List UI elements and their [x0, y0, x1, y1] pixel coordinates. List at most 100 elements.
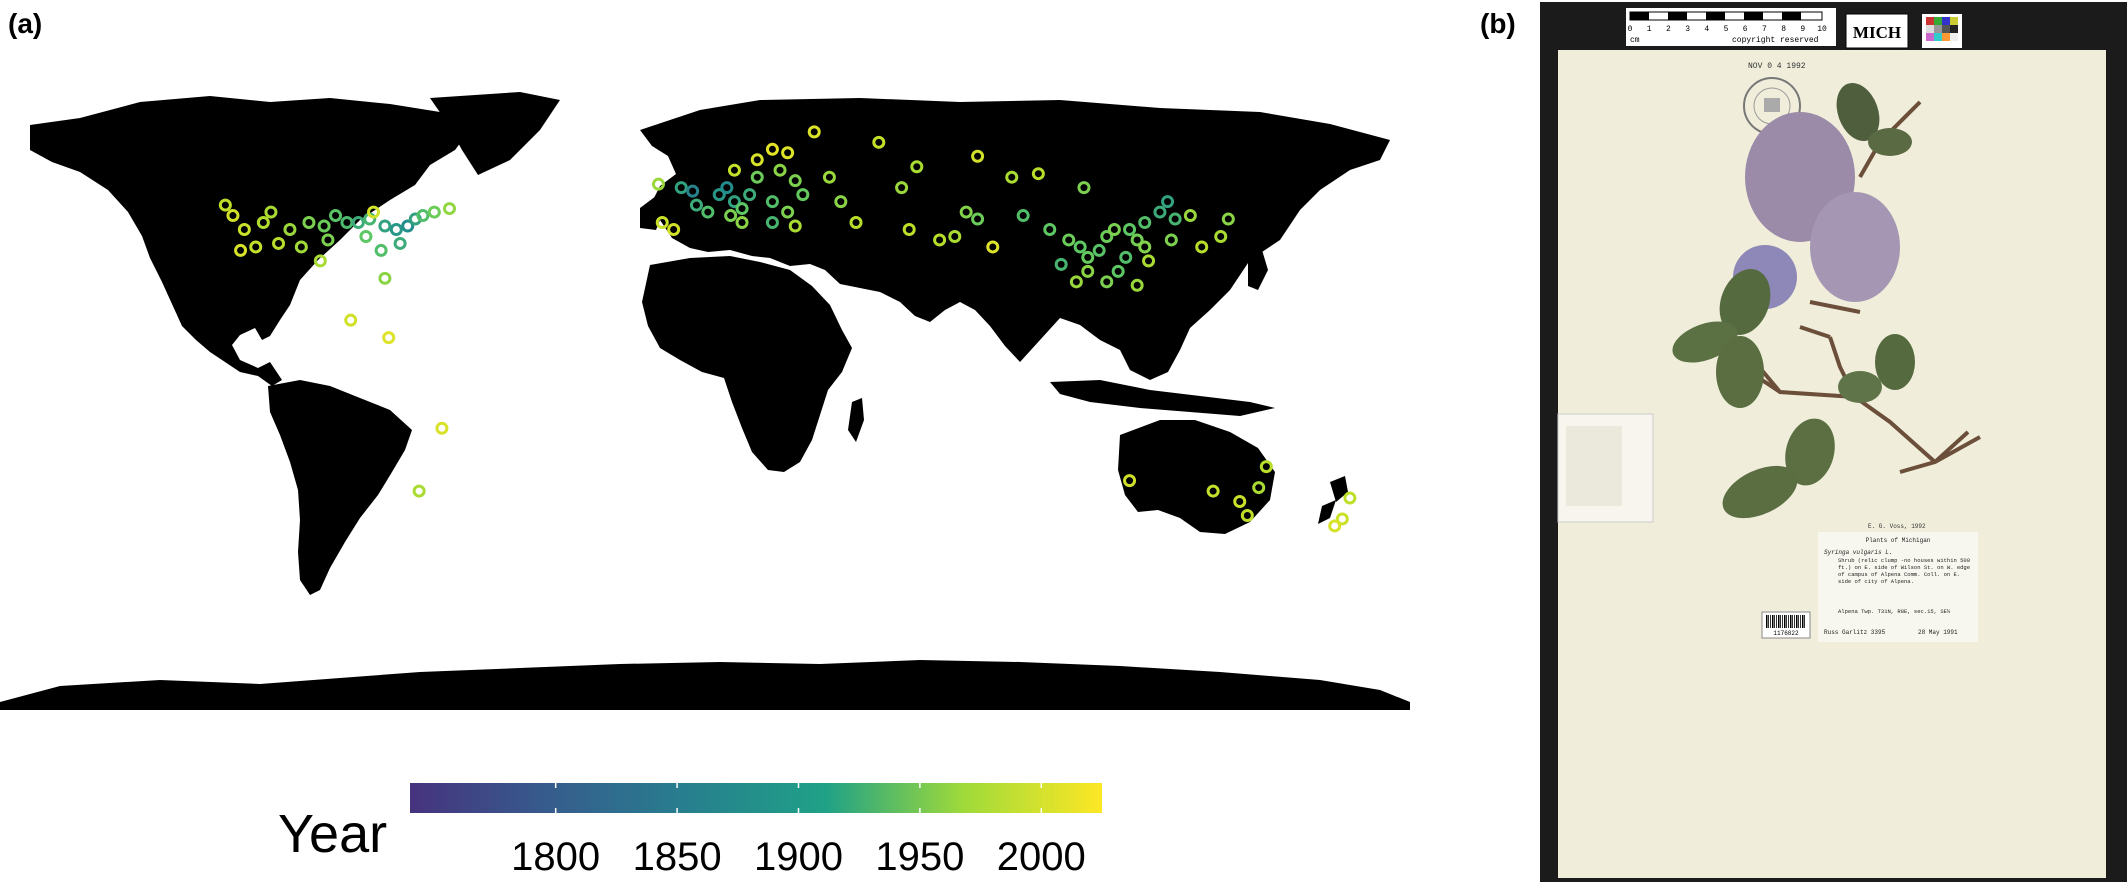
- occurrence-point: [1005, 170, 1019, 184]
- panel-label-a: (a): [8, 8, 43, 39]
- occurrence-point: [443, 202, 457, 216]
- occurrence-point: [1077, 181, 1091, 195]
- occurrence-point: [1043, 223, 1057, 236]
- occurrence-point: [1240, 508, 1254, 522]
- occurrence-point: [765, 195, 779, 209]
- ruler-number: 4: [1704, 25, 1709, 34]
- occurrence-point: [1252, 481, 1266, 495]
- occurrence-point: [427, 205, 441, 219]
- occurrence-point: [401, 219, 415, 233]
- occurrence-point: [781, 205, 795, 219]
- landmasses: [0, 92, 1410, 710]
- specimen-label: Plants of Michigan Syringa vulgaris L. S…: [1818, 532, 1978, 642]
- barcode-bar: [1802, 615, 1804, 628]
- occurrence-point: [1142, 254, 1156, 268]
- occurrence-point: [1081, 250, 1095, 264]
- date-stamp: NOV 0 4 1992: [1748, 62, 1806, 71]
- occurrence-points: [218, 125, 1357, 533]
- barcode-bar: [1770, 615, 1771, 628]
- occurrence-point: [724, 209, 738, 223]
- species-name: Syringa vulgaris L.: [1824, 549, 1892, 556]
- occurrence-point: [1062, 233, 1076, 247]
- barcode-bar: [1766, 615, 1768, 628]
- occurrence-point: [686, 184, 700, 198]
- barcode-bar: [1774, 615, 1775, 628]
- occurrence-point: [727, 195, 741, 209]
- occurrence-point: [367, 205, 381, 219]
- locality: Alpena Twp. T31N, R8E, sec.15, SE¼: [1838, 608, 1951, 615]
- occurrence-point: [712, 188, 726, 202]
- colorbar-tick-labels: 1800 1850 1900 1950 2000: [410, 813, 1102, 879]
- occurrence-point: [1031, 167, 1045, 181]
- occurrence-point: [1153, 205, 1167, 219]
- barcode-bar: [1798, 615, 1799, 628]
- colorbar-tick-label: 1900: [753, 835, 843, 879]
- occurrence-point: [374, 243, 388, 257]
- barcode-bar: [1768, 615, 1769, 628]
- occurrence-point: [971, 212, 985, 226]
- greenland: [430, 92, 560, 175]
- occurrence-point: [1054, 257, 1068, 271]
- south-america: [268, 380, 412, 595]
- occurrence-point: [1168, 212, 1182, 226]
- occurrence-point: [416, 209, 430, 223]
- new-zealand: [1318, 476, 1348, 524]
- occurrence-point: [796, 188, 810, 202]
- occurrence-point: [655, 216, 669, 230]
- ruler-number: 1: [1647, 25, 1652, 34]
- colorbar: [410, 783, 1102, 813]
- occurrence-point: [1221, 212, 1235, 226]
- occurrence-point: [1195, 240, 1209, 254]
- occurrence-point: [344, 313, 358, 327]
- north-america: [30, 96, 470, 386]
- barcode-bar: [1792, 615, 1793, 628]
- ruler-number: 7: [1762, 25, 1767, 34]
- occurrence-point: [237, 223, 251, 236]
- occurrence-point: [256, 216, 270, 230]
- antarctica: [0, 660, 1410, 710]
- occurrence-point: [1183, 209, 1197, 223]
- occurrence-point: [910, 160, 924, 174]
- barcode-bar: [1794, 615, 1795, 628]
- occurrence-point: [674, 181, 688, 195]
- color-calibration-chart: [1922, 14, 1962, 48]
- herbarium-code-box: [1845, 13, 1909, 49]
- occurrence-point: [1233, 495, 1247, 509]
- ruler-number: 10: [1817, 25, 1827, 34]
- occurrence-point: [788, 219, 802, 233]
- occurrence-point: [788, 174, 802, 188]
- lilac-specimen: [1672, 82, 1981, 519]
- occurrence-point: [727, 163, 741, 177]
- ruler-number: 8: [1781, 25, 1786, 34]
- occurrence-point: [750, 170, 764, 184]
- barcode-number: 1176822: [1773, 630, 1799, 637]
- ruler-number: 3: [1685, 25, 1690, 34]
- occurrence-point: [765, 216, 779, 230]
- occurrence-point: [872, 135, 886, 149]
- colorbar-tick-label: 1850: [632, 835, 722, 879]
- barcode-bar: [1776, 615, 1777, 628]
- occurrence-point: [226, 209, 240, 223]
- colorbar-tick-marks: [554, 783, 1043, 813]
- occurrence-point: [378, 219, 392, 233]
- occurrence-point: [1259, 460, 1273, 474]
- barcode-bar: [1804, 615, 1805, 628]
- occurrence-point: [1343, 491, 1357, 505]
- occurrence-point: [902, 223, 916, 236]
- occurrence-point: [720, 181, 734, 195]
- collector: Russ Garlitz 3395: [1824, 629, 1886, 636]
- panel-label-b: (b): [1480, 8, 1516, 39]
- occurrence-point: [1206, 484, 1220, 498]
- madagascar: [848, 398, 864, 442]
- barcode-bar: [1788, 615, 1789, 628]
- occurrence-point: [389, 223, 403, 236]
- occurrence-point: [743, 188, 757, 202]
- occurrence-point: [435, 421, 449, 435]
- occurrence-point: [948, 229, 962, 243]
- occurrence-point: [1111, 264, 1125, 278]
- occurrence-point: [667, 223, 681, 236]
- occurrence-point: [1161, 195, 1175, 209]
- barcode-bar: [1778, 615, 1780, 628]
- occurrence-point: [1107, 223, 1121, 236]
- occurrence-point: [234, 243, 248, 257]
